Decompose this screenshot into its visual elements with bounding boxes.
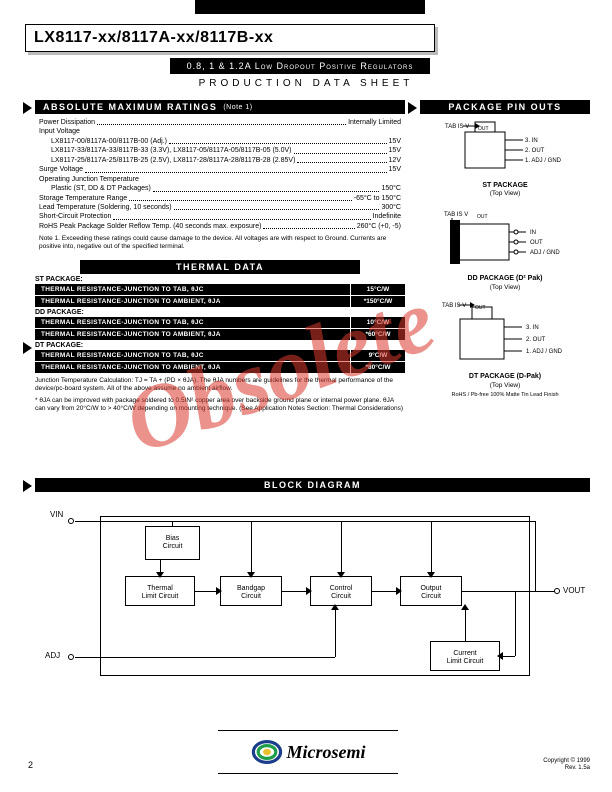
right-column: PACKAGE PIN OUTS 3. IN 2. OUT 1. ADJ / G… — [420, 100, 590, 398]
section-abs-max-head: ABSOLUTE MAXIMUM RATINGS (Note 1) — [35, 100, 405, 114]
ratings-body: Power DissipationInternally Limited Inpu… — [35, 114, 405, 252]
svg-text:1. ADJ / GND: 1. ADJ / GND — [525, 158, 562, 164]
subtitle-bar: 0.8, 1 & 1.2A Low Dropout Positive Regul… — [170, 58, 430, 74]
brand-text: Microsemi — [287, 742, 366, 763]
pkg-dt-sub: (Top View) — [420, 382, 590, 390]
svg-text:OUT: OUT — [530, 240, 543, 246]
thermal-footnote: Junction Temperature Calculation: TJ = T… — [35, 377, 405, 393]
output-box: Output Circuit — [400, 576, 462, 606]
thermal-row: THERMAL RESISTANCE-JUNCTION TO AMBIENT, … — [35, 362, 405, 373]
rating-row: Lead Temperature (Soldering, 10 seconds)… — [39, 203, 401, 212]
section-block-head: BLOCK DIAGRAM — [35, 478, 590, 492]
current-box: Current Limit Circuit — [430, 641, 500, 671]
control-box: Control Circuit — [310, 576, 372, 606]
arrow-icon — [23, 342, 32, 354]
rating-row: RoHS Peak Package Solder Reflow Temp. (4… — [39, 222, 401, 231]
arrow-icon — [408, 102, 417, 114]
thermal-row: THERMAL RESISTANCE-JUNCTION TO TAB, θJC9… — [35, 350, 405, 361]
rating-row: Surge Voltage15V — [39, 165, 401, 174]
production-sheet-label: PRODUCTION DATA SHEET — [0, 78, 612, 89]
thermal-box: Thermal Limit Circuit — [125, 576, 195, 606]
st-package-icon: 3. IN 2. OUT 1. ADJ / GND TAB IS V OUT — [445, 120, 565, 180]
svg-text:TAB IS V: TAB IS V — [442, 303, 466, 309]
rating-row: Storage Temperature Range-65°C to 150°C — [39, 194, 401, 203]
note1-text: Note 1. Exceeding these ratings could ca… — [39, 235, 401, 251]
thermal-table: ST PACKAGE: THERMAL RESISTANCE-JUNCTION … — [35, 276, 405, 373]
top-black-bar — [195, 0, 425, 14]
rating-row: Power DissipationInternally Limited — [39, 118, 401, 127]
arrow-icon — [23, 480, 32, 492]
arrow-icon — [23, 102, 32, 114]
thermal-title: THERMAL DATA — [176, 262, 264, 272]
thermal-row: THERMAL RESISTANCE-JUNCTION TO TAB, θJC1… — [35, 284, 405, 295]
pkg-dd: IN OUT ADJ / GND TAB IS V OUT DD PACKAGE … — [420, 208, 590, 291]
svg-text:3. IN: 3. IN — [525, 138, 538, 144]
svg-text:ADJ / GND: ADJ / GND — [530, 250, 560, 256]
rating-label: Operating Junction Temperature — [39, 175, 401, 184]
svg-text:OUT: OUT — [475, 305, 486, 311]
thermal-row: THERMAL RESISTANCE-JUNCTION TO AMBIENT, … — [35, 296, 405, 307]
abs-max-title: ABSOLUTE MAXIMUM RATINGS — [43, 102, 217, 112]
rating-label: Input Voltage — [39, 127, 401, 136]
footer-logo: Microsemi — [218, 730, 398, 774]
abs-max-note: (Note 1) — [223, 104, 252, 111]
block-title: BLOCK DIAGRAM — [264, 480, 361, 490]
svg-text:TAB IS V: TAB IS V — [445, 124, 469, 130]
pkg-dd-sub: (Top View) — [420, 284, 590, 292]
pkg-dd-title: DD PACKAGE (D² Pak) — [420, 275, 590, 283]
rohs-note: RoHS / Pb-free 100% Matte Tin Lead Finis… — [420, 392, 590, 399]
vin-label: VIN — [50, 510, 63, 519]
thermal-sub: DD PACKAGE: — [35, 309, 405, 316]
rating-row: Plastic (ST, DD & DT Packages)150°C — [39, 184, 401, 193]
part-number-title: LX8117-xx/8117A-xx/8117B-xx — [34, 29, 273, 46]
rating-row: Short-Circuit ProtectionIndefinite — [39, 212, 401, 221]
pkg-st-sub: (Top View) — [420, 190, 590, 198]
bandgap-box: Bandgap Circuit — [220, 576, 282, 606]
thermal-sub: ST PACKAGE: — [35, 276, 405, 283]
thermal-footnote2: * θJA can be improved with package solde… — [35, 397, 405, 413]
svg-text:2. OUT: 2. OUT — [525, 148, 545, 154]
copyright: Copyright © 1999 Rev. 1.5a — [543, 758, 590, 772]
pinouts-title: PACKAGE PIN OUTS — [448, 102, 561, 112]
svg-text:TAB IS V: TAB IS V — [444, 212, 468, 218]
vout-label: VOUT — [563, 586, 585, 595]
pkg-st-title: ST PACKAGE — [420, 182, 590, 190]
section-pinouts-head: PACKAGE PIN OUTS — [420, 100, 590, 114]
pkg-dt-title: DT PACKAGE (D-Pak) — [420, 373, 590, 381]
rating-row: LX8117-33/8117A-33/8117B-33 (3.3V), LX81… — [39, 146, 401, 155]
svg-text:3. IN: 3. IN — [526, 325, 539, 331]
thermal-row: THERMAL RESISTANCE-JUNCTION TO TAB, θJC1… — [35, 317, 405, 328]
svg-text:OUT: OUT — [478, 126, 489, 132]
block-diagram-section: BLOCK DIAGRAM Bias Circuit Thermal Limit… — [35, 478, 590, 696]
block-diagram: Bias Circuit Thermal Limit Circuit Bandg… — [35, 496, 590, 696]
pkg-dt: 3. IN 2. OUT 1. ADJ / GND TAB IS V OUT DT… — [420, 301, 590, 398]
dd-package-icon: IN OUT ADJ / GND TAB IS V OUT — [440, 208, 570, 273]
adj-label: ADJ — [45, 651, 60, 660]
svg-text:IN: IN — [530, 230, 536, 236]
left-column: ABSOLUTE MAXIMUM RATINGS (Note 1) Power … — [35, 100, 405, 413]
section-thermal-head: THERMAL DATA — [80, 260, 360, 274]
svg-text:OUT: OUT — [477, 214, 488, 220]
microsemi-logo-icon — [251, 738, 283, 766]
title-box: LX8117-xx/8117A-xx/8117B-xx — [25, 24, 435, 52]
thermal-row: THERMAL RESISTANCE-JUNCTION TO AMBIENT, … — [35, 329, 405, 340]
svg-text:1. ADJ / GND: 1. ADJ / GND — [526, 349, 563, 355]
pkg-st: 3. IN 2. OUT 1. ADJ / GND TAB IS V OUT ST… — [420, 120, 590, 198]
thermal-sub: DT PACKAGE: — [35, 342, 405, 349]
svg-text:2. OUT: 2. OUT — [526, 337, 546, 343]
page-number: 2 — [28, 760, 33, 770]
rating-row: LX8117-00/8117A-00/8117B-00 (Adj.)15V — [39, 137, 401, 146]
bias-box: Bias Circuit — [145, 526, 200, 560]
rating-row: LX8117-25/8117A-25/8117B-25 (2.5V), LX81… — [39, 156, 401, 165]
dt-package-icon: 3. IN 2. OUT 1. ADJ / GND TAB IS V OUT — [440, 301, 570, 371]
